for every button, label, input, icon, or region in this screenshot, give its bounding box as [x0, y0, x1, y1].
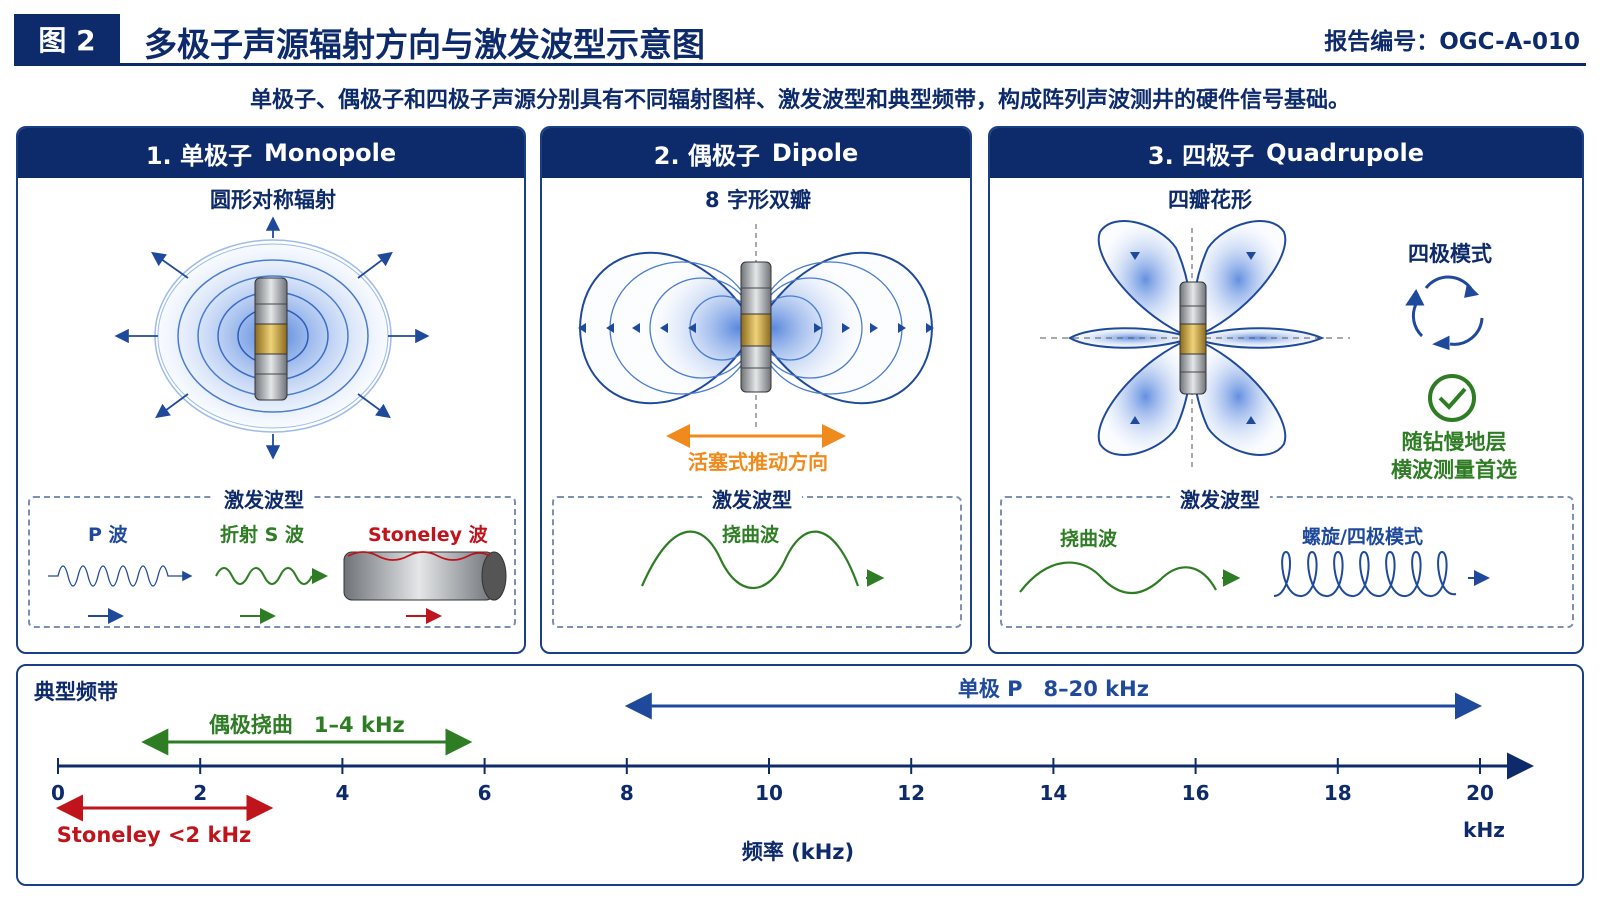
check-icon [1428, 374, 1476, 422]
panel-number: 3. 四极子 [1147, 141, 1255, 170]
waves-title: 激发波型 [702, 484, 802, 513]
frequency-band-title: 典型频带 [34, 680, 118, 704]
note-line-1: 随钻慢地层 [1401, 430, 1507, 454]
flexural-wave-icon [1019, 561, 1241, 595]
quadrupole-mode-label: 四极模式 [1408, 242, 1492, 266]
panel-header: 2. 偶极子 Dipole [542, 128, 970, 178]
panel-english: Dipole [771, 139, 859, 167]
s-wave-icon [215, 567, 328, 624]
radiation-pattern-label: 圆形对称辐射 [210, 188, 336, 212]
wave-label-p: P 波 [88, 524, 128, 546]
frequency-unit-label: kHz [1463, 818, 1505, 842]
axis-tick-label: 6 [478, 781, 492, 805]
quadrupole-radiation-diagram [1019, 220, 1490, 598]
page-subtitle: 单极子、偶极子和四极子声源分别具有不同辐射图样、激发波型和典型频带，构成阵列声波… [249, 88, 1350, 113]
figure-tag: 图 2 [14, 14, 120, 64]
waves-title: 激发波型 [1170, 484, 1270, 513]
panel-english: Monopole [264, 139, 397, 167]
frequency-axis-label: 频率 (kHz) [741, 840, 855, 864]
panel-number: 2. 偶极子 [653, 141, 760, 170]
page-title: 多极子声源辐射方向与激发波型示意图 [144, 25, 705, 64]
note-line-2: 横波测量首选 [1391, 458, 1517, 482]
axis-tick-label: 2 [193, 781, 207, 805]
panel-header: 3. 四极子 Quadrupole [990, 128, 1582, 178]
axis-tick-label: 20 [1466, 781, 1494, 805]
band-label: 偶极挠曲 1–4 kHz [209, 713, 405, 737]
frequency-axis-chart: 0 2 4 6 8 10 12 14 16 18 20 单极 P 8–20 kHz 偶极挠曲 1–4 k… [51, 677, 1534, 847]
panel-dipole: 2. 偶极子 Dipole 8 字形双瓣 活塞式推动方向 激发波型 [540, 126, 972, 654]
axis-tick-label: 10 [755, 781, 783, 805]
stoneley-wave-icon [343, 551, 507, 624]
panel-english: Quadrupole [1266, 139, 1425, 167]
monopole-radiation-diagram [48, 216, 507, 624]
panel-header: 1. 单极子 Monopole [18, 128, 524, 178]
wave-label-helical: 螺旋/四极模式 [1302, 526, 1423, 548]
axis-tick-label: 18 [1324, 781, 1352, 805]
push-direction-label: 活塞式推动方向 [688, 450, 828, 474]
helical-wave-icon [1273, 550, 1490, 598]
rotation-mode-icon [1405, 275, 1484, 351]
p-wave-icon [48, 565, 193, 624]
radiation-pattern-label: 四瓣花形 [1168, 188, 1252, 212]
waves-box [552, 496, 962, 628]
frequency-band-panel: 典型频带 0 2 4 6 8 10 12 14 16 18 20 单极 P 8–20 kHz 偶极挠曲 … [16, 664, 1584, 886]
axis-tick-label: 8 [620, 781, 634, 805]
axis-tick-label: 12 [897, 781, 925, 805]
wave-label-s: 折射 S 波 [220, 524, 304, 546]
panel-monopole: 1. 单极子 Monopole 圆形对称辐射 [16, 126, 526, 654]
header-bar: 图 2 多极子声源辐射方向与激发波型示意图 报告编号：OGC-A-010 [14, 14, 1586, 66]
waves-box [28, 496, 516, 628]
dipole-radiation-diagram [578, 224, 934, 589]
report-id: 报告编号：OGC-A-010 [1324, 29, 1580, 55]
waves-box [1000, 496, 1574, 628]
panel-number: 1. 单极子 [145, 141, 253, 170]
band-label: 单极 P 8–20 kHz [958, 677, 1149, 701]
axis-tick-label: 4 [335, 781, 349, 805]
radiation-pattern-label: 8 字形双瓣 [705, 188, 811, 212]
flexural-wave-icon [640, 530, 885, 589]
waves-title: 激发波型 [214, 484, 314, 513]
axis-tick-label: 0 [51, 781, 65, 805]
panel-quadrupole: 3. 四极子 Quadrupole 四瓣花形 [988, 126, 1584, 654]
band-label: Stoneley <2 kHz [57, 823, 252, 847]
wave-label-flexural: 挠曲波 [722, 524, 780, 546]
axis-tick-label: 14 [1039, 781, 1067, 805]
axis-tick-label: 16 [1182, 781, 1210, 805]
wave-label-flexural: 挠曲波 [1060, 528, 1118, 550]
wave-label-stoneley: Stoneley 波 [368, 524, 488, 546]
